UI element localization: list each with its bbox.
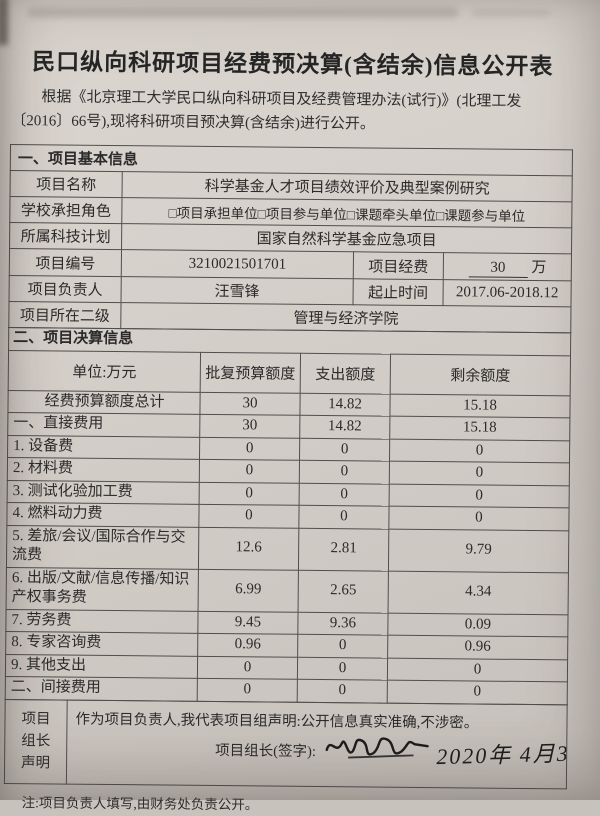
budget-header-row: 单位:万元 批复预算额度 支出额度 剩余额度 bbox=[8, 350, 571, 396]
budget-row-travel: 5. 差旅/会议/国际合作与交流费 12.6 2.81 9.79 bbox=[6, 524, 569, 573]
row-remain: 0 bbox=[389, 483, 570, 508]
row-spent: 9.36 bbox=[297, 611, 389, 636]
row-budget: 12.6 bbox=[198, 526, 299, 570]
row-label: 经费预算额度总计 bbox=[7, 389, 201, 415]
declaration-label-line: 声明 bbox=[20, 755, 51, 772]
fund-amount: 30 bbox=[468, 259, 528, 278]
footnote: 注:项目负责人填写,由财务处负责公开。 bbox=[21, 795, 259, 813]
row-remain: 4.34 bbox=[388, 570, 569, 615]
handwritten-signature bbox=[325, 736, 429, 758]
row-budget: 0 bbox=[199, 481, 300, 506]
project-fund-value: 30 万 bbox=[443, 252, 572, 281]
declaration-body: 作为项目负责人,我代表项目组声明:公开信息真实准确,不涉密。 项目组长(签字):… bbox=[66, 699, 568, 789]
row-budget: 30 bbox=[199, 391, 301, 416]
fund-unit: 万 bbox=[531, 260, 547, 277]
project-fund-label: 项目经费 bbox=[353, 251, 444, 280]
period-label: 起止时间 bbox=[352, 278, 444, 306]
row-budget: 0 bbox=[199, 459, 300, 483]
signature-date: 2020年 4月30日 bbox=[435, 739, 568, 769]
project-number-label: 项目编号 bbox=[9, 248, 122, 277]
period-value: 2017.06-2018.12 bbox=[442, 279, 572, 307]
budget-header-spent: 支出额度 bbox=[300, 352, 391, 394]
declaration-table: 项目 组长 声明 作为项目负责人,我代表项目组声明:公开信息真实准确,不涉密。 … bbox=[4, 698, 568, 789]
signature-label: 项目组长(签字): bbox=[215, 743, 316, 760]
program-label: 所属科技计划 bbox=[9, 222, 122, 250]
page-title: 民口纵向科研项目经费预决算(含结余)信息公开表 bbox=[32, 49, 554, 80]
project-leader-value: 汪雪锋 bbox=[121, 276, 354, 305]
row-spent: 14.82 bbox=[299, 415, 390, 439]
budget-header-unit: 单位:万元 bbox=[8, 350, 201, 392]
row-budget: 0 bbox=[197, 678, 298, 702]
row-spent: 0 bbox=[297, 656, 388, 681]
declaration-label-line: 组长 bbox=[21, 733, 51, 750]
row-budget: 0 bbox=[198, 504, 300, 528]
row-label: 9. 其他支出 bbox=[5, 653, 198, 679]
row-remain: 0 bbox=[388, 506, 570, 531]
bleedthrough-smudge bbox=[472, 9, 550, 17]
budget-header-remaining: 剩余额度 bbox=[390, 353, 571, 396]
project-name-label: 项目名称 bbox=[10, 170, 123, 198]
row-spent: 0 bbox=[297, 634, 388, 658]
signature-line: 项目组长(签字): 2020年 4月30日 bbox=[67, 730, 568, 777]
row-label: 5. 差旅/会议/国际合作与交流费 bbox=[6, 524, 199, 569]
form-sheet: 民口纵向科研项目经费预决算(含结余)信息公开表 根据《北京理工大学民口纵向科研项… bbox=[3, 42, 576, 816]
photo-corner-shadow bbox=[0, 0, 8, 45]
row-remain: 9.79 bbox=[388, 528, 569, 573]
row-spent: 2.65 bbox=[298, 569, 389, 613]
declaration-statement: 作为项目负责人,我代表项目组声明:公开信息真实准确,不涉密。 bbox=[75, 711, 479, 732]
row-budget: 30 bbox=[199, 414, 300, 438]
row-spent: 14.82 bbox=[299, 392, 391, 417]
row-budget: 0.96 bbox=[197, 633, 298, 657]
budget-row-publication: 6. 出版/文献/信息传播/知识产权事务费 6.99 2.65 4.34 bbox=[6, 566, 569, 615]
row-label: 7. 劳务费 bbox=[5, 608, 199, 634]
project-number-value: 3210021501701 bbox=[121, 249, 354, 279]
row-remain: 0 bbox=[387, 657, 568, 682]
row-budget: 9.45 bbox=[197, 610, 299, 635]
intro-text: 根据《北京理工大学民口纵向科研项目及经费管理办法(试行)》(北理工发〔2016〕… bbox=[11, 89, 522, 133]
school-role-label: 学校承担角色 bbox=[9, 196, 123, 224]
row-remain: 0.09 bbox=[387, 612, 569, 637]
row-budget: 0 bbox=[197, 655, 298, 680]
declaration-label: 项目 组长 声明 bbox=[4, 698, 68, 784]
row-budget: 0 bbox=[199, 436, 300, 461]
declaration-label-line: 项目 bbox=[21, 710, 51, 727]
row-remain: 0 bbox=[387, 680, 568, 705]
row-remain: 15.18 bbox=[389, 416, 570, 441]
row-remain: 0 bbox=[389, 438, 570, 463]
row-label: 二、间接费用 bbox=[5, 676, 198, 701]
row-label: 3. 测试化验加工费 bbox=[7, 479, 200, 505]
row-label: 8. 专家咨询费 bbox=[5, 631, 198, 656]
budget-table: 二、项目决算信息 单位:万元 批复预算额度 支出额度 剩余额度 经费预算额度总计… bbox=[5, 327, 572, 705]
row-label: 一、直接费用 bbox=[7, 412, 200, 437]
basic-info-table: 一、项目基本信息 项目名称 科学基金人才项目绩效评价及典型案例研究 学校承担角色… bbox=[8, 144, 573, 333]
budget-header-approved: 批复预算额度 bbox=[200, 351, 301, 393]
row-label: 1. 设备费 bbox=[7, 434, 200, 460]
row-spent: 0 bbox=[299, 460, 390, 484]
row-spent: 0 bbox=[299, 482, 390, 507]
row-spent: 2.81 bbox=[298, 527, 389, 571]
row-remain: 0.96 bbox=[387, 635, 568, 660]
row-spent: 0 bbox=[297, 679, 388, 703]
row-spent: 0 bbox=[299, 437, 390, 462]
row-remain: 15.18 bbox=[389, 393, 571, 418]
bleedthrough-smudge bbox=[28, 7, 458, 18]
department-label: 项目所在二级 bbox=[8, 301, 122, 329]
row-budget: 6.99 bbox=[198, 568, 299, 612]
row-label: 6. 出版/文献/信息传播/知识产权事务费 bbox=[6, 566, 199, 611]
project-leader-label: 项目负责人 bbox=[9, 275, 122, 303]
row-label: 4. 燃料动力费 bbox=[6, 502, 200, 527]
row-label: 2. 材料费 bbox=[7, 457, 200, 482]
row-spent: 0 bbox=[298, 505, 390, 529]
row-remain: 0 bbox=[389, 461, 570, 486]
declaration-row: 项目 组长 声明 作为项目负责人,我代表项目组声明:公开信息真实准确,不涉密。 … bbox=[4, 698, 568, 789]
